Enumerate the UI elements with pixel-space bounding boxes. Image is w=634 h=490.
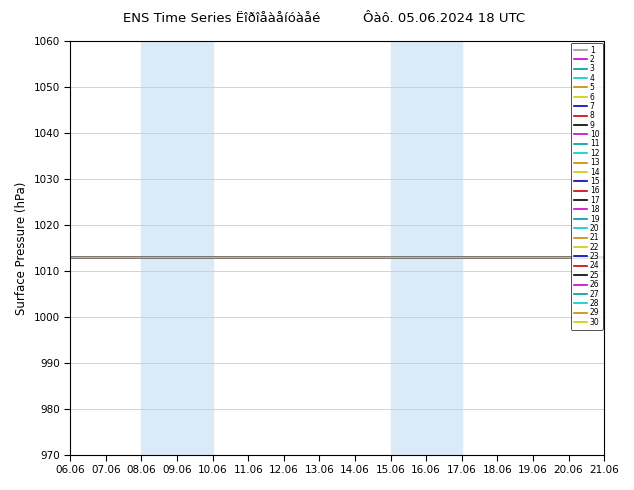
Y-axis label: Surface Pressure (hPa): Surface Pressure (hPa) xyxy=(15,181,28,315)
Legend: 1, 2, 3, 4, 5, 6, 7, 8, 9, 10, 11, 12, 13, 14, 15, 16, 17, 18, 19, 20, 21, 22, 2: 1, 2, 3, 4, 5, 6, 7, 8, 9, 10, 11, 12, 1… xyxy=(571,43,602,330)
Text: Ôàô. 05.06.2024 18 UTC: Ôàô. 05.06.2024 18 UTC xyxy=(363,12,525,25)
Text: ENS Time Series Ëîðîåàåíóàåé: ENS Time Series Ëîðîåàåíóàåé xyxy=(123,12,321,25)
Bar xyxy=(141,41,212,455)
Bar xyxy=(391,41,462,455)
